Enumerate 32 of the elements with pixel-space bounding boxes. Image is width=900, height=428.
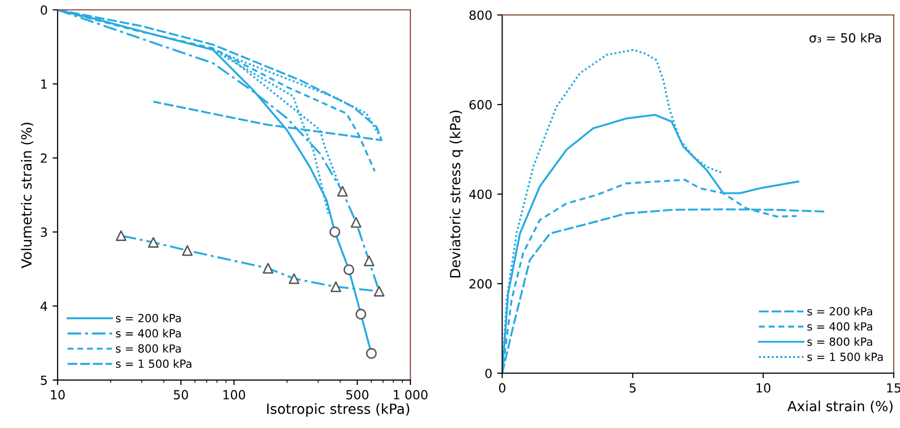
legend-label: s = 400 kPa	[116, 328, 181, 338]
y-tick-label: 4	[40, 302, 48, 311]
x-tick-label: 10	[51, 390, 65, 400]
y-tick-label: 5	[40, 376, 47, 385]
y-tick-label: 400	[469, 190, 492, 200]
legend-label: s = 800 kPa	[807, 337, 872, 346]
x-tick-label: 500	[346, 390, 368, 400]
x-tick-label: 5	[630, 383, 636, 393]
legend-label: s = 1 500 kPa	[807, 352, 883, 362]
legend-label: s = 1 500 kPa	[116, 359, 192, 368]
x-axis-title: Axial strain (%)	[787, 400, 893, 413]
y-tick-label: 1	[41, 80, 47, 89]
y-axis-title: Deviatoric stress q (kPa)	[450, 110, 464, 278]
x-tick-label: 0	[499, 383, 506, 393]
y-tick-label: 2	[40, 153, 47, 163]
legend-label: s = 800 kPa	[116, 344, 181, 353]
x-tick-label: 100	[223, 390, 246, 400]
y-tick-label: 200	[470, 279, 492, 289]
y-tick-label: 0	[40, 5, 48, 15]
y-tick-label: 600	[469, 100, 492, 110]
y-axis-title: Volumetric strain (%)	[20, 122, 34, 268]
legend-label: s = 200 kPa	[116, 314, 181, 322]
annotation: σ₃ = 50 kPa	[810, 32, 881, 43]
y-tick-label: 3	[40, 227, 47, 237]
x-axis-title: Isotropic stress (kPa)	[267, 403, 410, 417]
legend-label: s = 400 kPa	[807, 322, 872, 331]
legend-label: s = 200 kPa	[807, 306, 872, 316]
x-tick-label: 10	[756, 383, 770, 393]
y-tick-label: 800	[469, 10, 492, 20]
x-tick-label: 1 000	[394, 390, 428, 400]
y-tick-label: 0	[485, 368, 492, 378]
x-tick-label: 50	[174, 390, 188, 400]
